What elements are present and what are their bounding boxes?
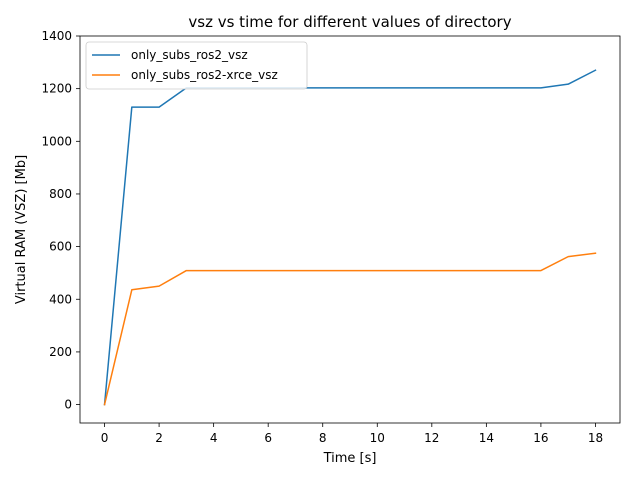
- x-axis-ticks: 0 2 4 6 8 10 12 14 16 18: [101, 423, 603, 445]
- x-axis-label: Time [s]: [323, 451, 377, 466]
- y-tick-label: 0: [64, 398, 72, 412]
- legend-label-only-subs-ros2-xrce-vsz: only_subs_ros2-xrce_vsz: [131, 68, 278, 82]
- y-tick-label: 800: [49, 187, 72, 201]
- y-axis-label: Virtual RAM (VSZ) [Mb]: [14, 155, 29, 304]
- x-tick-label: 14: [479, 431, 494, 445]
- y-tick-label: 400: [49, 292, 72, 306]
- y-tick-label: 600: [49, 240, 72, 254]
- y-tick-label: 1200: [41, 82, 72, 96]
- x-tick-label: 6: [264, 431, 272, 445]
- y-axis-ticks: 0 200 400 600 800 1000 1200 1400: [41, 29, 80, 412]
- axes-frame: [79, 35, 621, 424]
- x-tick-label: 12: [424, 431, 439, 445]
- x-tick-label: 18: [588, 431, 603, 445]
- legend: only_subs_ros2_vsz only_subs_ros2-xrce_v…: [85, 41, 308, 90]
- x-tick-label: 0: [101, 431, 109, 445]
- x-tick-label: 2: [155, 431, 163, 445]
- x-tick-label: 4: [210, 431, 218, 445]
- y-tick-label: 1000: [41, 134, 72, 148]
- chart-title: vsz vs time for different values of dire…: [188, 13, 511, 31]
- series-line-only-subs-ros2-xrce-vsz: [103, 252, 597, 406]
- y-tick-label: 200: [49, 345, 72, 359]
- x-tick-label: 10: [370, 431, 385, 445]
- y-tick-label: 1400: [41, 29, 72, 43]
- legend-label-only-subs-ros2-vsz: only_subs_ros2_vsz: [131, 48, 248, 62]
- x-tick-label: 16: [533, 431, 548, 445]
- x-tick-label: 8: [319, 431, 327, 445]
- legend-box: [85, 41, 308, 90]
